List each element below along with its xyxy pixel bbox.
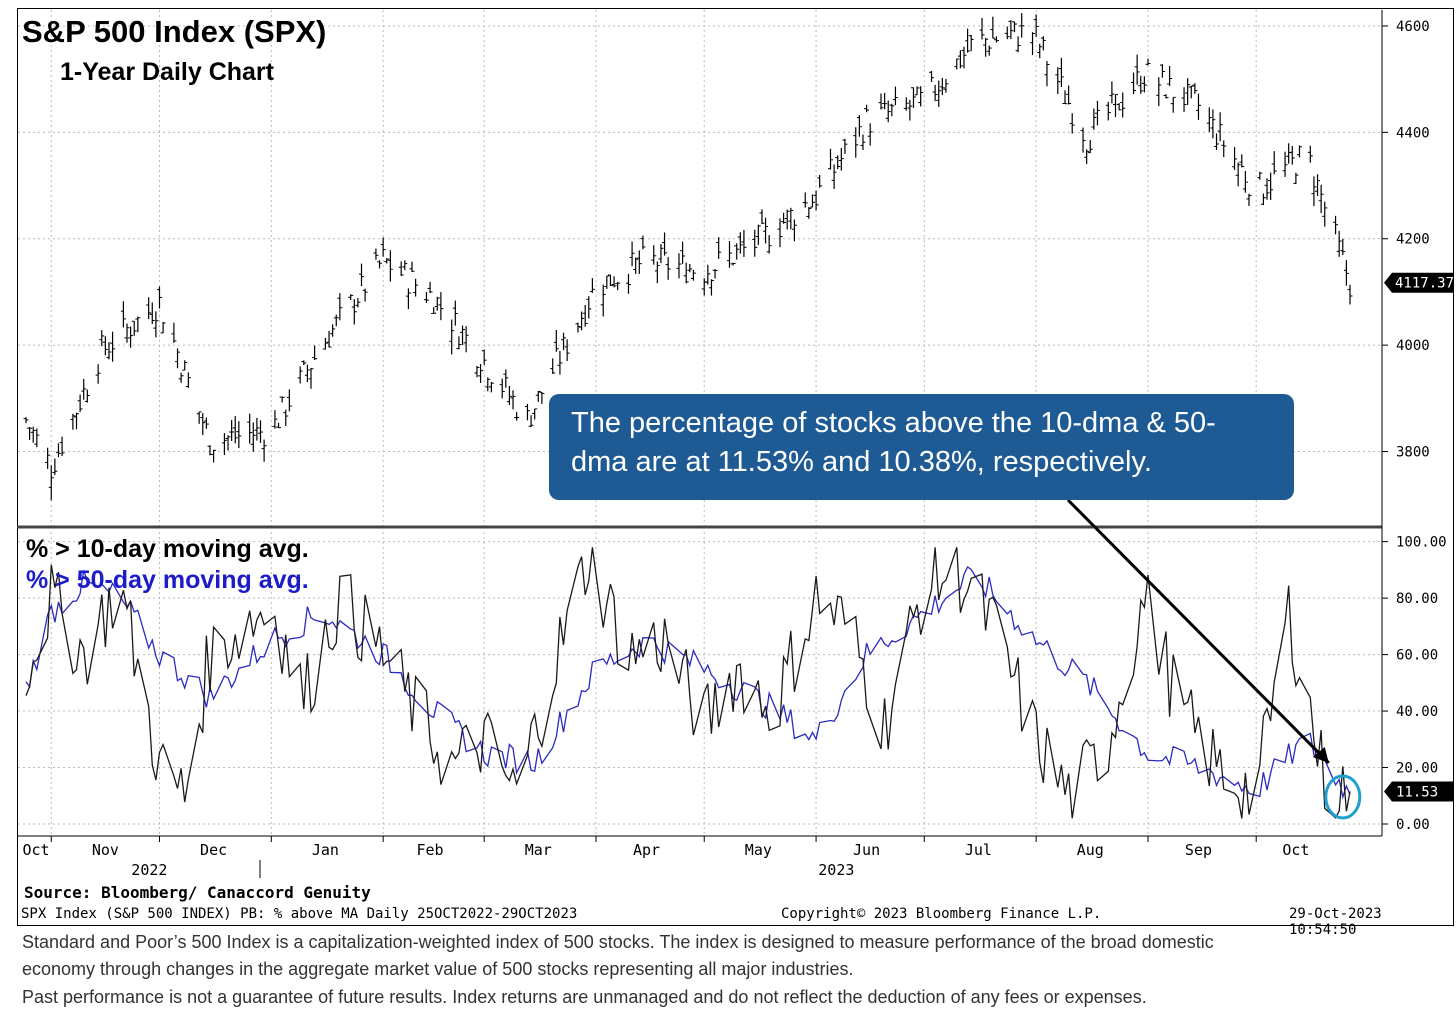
year-label: 2023	[818, 861, 854, 879]
x-tick-label: Oct	[22, 841, 49, 859]
callout-arrow	[1066, 498, 1330, 764]
footer-center: Copyright© 2023 Bloomberg Finance L.P.	[781, 906, 1102, 922]
legend-fifty-day: % > 50-day moving avg.	[26, 566, 309, 594]
x-tick-label: Oct	[1282, 841, 1309, 859]
series-fifty-day-line	[25, 566, 1351, 800]
price-bars	[23, 13, 1353, 501]
grid-layer	[18, 10, 1382, 836]
last-price-label: 4117.37	[1395, 276, 1454, 292]
oscillator-lines	[25, 547, 1351, 819]
last-osc-label: 11.53	[1396, 784, 1438, 800]
price-y-tick-label: 4000	[1396, 338, 1430, 354]
x-tick-label: Jun	[853, 841, 880, 859]
chart-subtitle: 1-Year Daily Chart	[60, 58, 274, 86]
x-tick-label: Nov	[92, 841, 119, 859]
source-label: Source: Bloomberg/ Canaccord Genuity	[24, 883, 371, 902]
disclaimer-line-2: economy through changes in the aggregate…	[22, 959, 854, 979]
price-y-tick-label: 3800	[1396, 445, 1430, 461]
price-y-tick-label: 4200	[1396, 232, 1430, 248]
overlay	[1066, 498, 1362, 820]
x-tick-label: Dec	[200, 841, 227, 859]
last-price-tag	[1384, 272, 1454, 293]
disclaimer-line-1: Standard and Poor’s 500 Index is a capit…	[22, 932, 1214, 952]
x-tick-label: May	[745, 841, 772, 859]
legend-ten-day: % > 10-day moving avg.	[26, 535, 309, 563]
osc-y-tick-label: 20.00	[1396, 761, 1438, 777]
price-y-tick-label: 4400	[1396, 125, 1430, 141]
footer-left: SPX Index (S&P 500 INDEX) PB: % above MA…	[21, 906, 578, 922]
footer-right: 29-Oct-2023 10:54:50	[1289, 906, 1382, 938]
highlight-circle	[1324, 774, 1362, 820]
price-y-tick-label: 4600	[1396, 19, 1430, 35]
chart-title: S&P 500 Index (SPX)	[22, 14, 327, 49]
x-tick-label: Jul	[965, 841, 992, 859]
last-osc-tag	[1384, 781, 1454, 802]
osc-y-tick-label: 100.00	[1396, 535, 1447, 551]
osc-y-tick-label: 60.00	[1396, 648, 1438, 664]
x-tick-label: Apr	[633, 841, 660, 859]
disclaimer-line-3: Past performance is not a guarantee of f…	[22, 987, 1147, 1007]
x-tick-label: Aug	[1077, 841, 1104, 859]
year-label: 2022	[131, 861, 167, 879]
osc-y-tick-label: 40.00	[1396, 704, 1438, 720]
callout-arrowhead	[1312, 746, 1329, 763]
series-ten-day-line	[25, 547, 1351, 819]
osc-y-tick-label: 0.00	[1396, 817, 1430, 833]
x-tick-label: Mar	[525, 841, 552, 859]
x-tick-label: Feb	[417, 841, 444, 859]
axes: 3800 4000 4200 4400 4600 0.00 20.00 40.00 60.00 8…	[17, 10, 1454, 879]
x-tick-label: Sep	[1185, 841, 1212, 859]
osc-y-tick-label: 80.00	[1396, 591, 1438, 607]
callout-box: The percentage of stocks above the 10-dm…	[549, 394, 1294, 500]
x-tick-label: Jan	[312, 841, 339, 859]
